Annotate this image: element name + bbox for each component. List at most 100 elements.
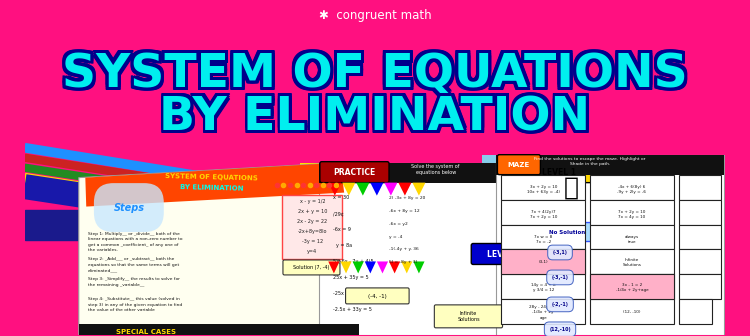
Polygon shape bbox=[300, 163, 604, 335]
Text: 7x + 2y = 10
7x = 4y = 10: 7x + 2y = 10 7x = 4y = 10 bbox=[618, 210, 646, 219]
Bar bbox=[679, 275, 721, 299]
Bar bbox=[590, 175, 674, 200]
Text: -2x+8y=8lo: -2x+8y=8lo bbox=[298, 229, 327, 234]
Bar bbox=[501, 200, 585, 224]
Text: BY ELIMINATION: BY ELIMINATION bbox=[161, 92, 592, 137]
Text: SYSTEM OF EQUATIONS: SYSTEM OF EQUATIONS bbox=[59, 52, 685, 97]
Bar bbox=[496, 155, 724, 175]
Text: SYSTEM OF EQUATIONS: SYSTEM OF EQUATIONS bbox=[64, 50, 690, 95]
Polygon shape bbox=[328, 261, 340, 274]
Text: No Solution: No Solution bbox=[550, 230, 586, 235]
Bar bbox=[679, 250, 721, 275]
Bar bbox=[79, 324, 359, 336]
Text: 🧁: 🧁 bbox=[564, 176, 579, 200]
Text: BY ELIMINATION: BY ELIMINATION bbox=[161, 93, 592, 138]
Text: SYSTEM OF EQUATIONS: SYSTEM OF EQUATIONS bbox=[60, 55, 686, 100]
Text: BY ELIMINATION: BY ELIMINATION bbox=[157, 92, 588, 137]
Text: y=4: y=4 bbox=[308, 249, 317, 254]
Text: BY ELIMINATION: BY ELIMINATION bbox=[161, 98, 592, 143]
Text: Step 3: _Simplify__ the results to solve for
the remaining _variable__: Step 3: _Simplify__ the results to solve… bbox=[88, 278, 180, 287]
Bar bbox=[590, 299, 674, 324]
Polygon shape bbox=[356, 183, 370, 196]
Text: Infinite
Solutions: Infinite Solutions bbox=[622, 258, 641, 267]
Text: 14y = 4 + 8
y 3/4 = 12: 14y = 4 + 8 y 3/4 = 12 bbox=[531, 283, 556, 292]
Text: always
true: always true bbox=[625, 235, 639, 244]
Text: /29¢: /29¢ bbox=[333, 211, 344, 216]
Text: x = 30: x = 30 bbox=[333, 195, 350, 200]
Polygon shape bbox=[384, 183, 398, 196]
Text: SPECIAL CASES: SPECIAL CASES bbox=[116, 329, 176, 335]
Text: MAZE: MAZE bbox=[508, 162, 530, 168]
Text: 5l = -8y + 3l: 5l = -8y + 3l bbox=[389, 260, 417, 264]
Text: (-2,-1): (-2,-1) bbox=[551, 302, 568, 307]
Text: -6x = 9: -6x = 9 bbox=[333, 227, 351, 232]
Text: BY ELIMINATION: BY ELIMINATION bbox=[162, 92, 593, 137]
Text: LEVEL 1: LEVEL 1 bbox=[542, 168, 576, 177]
Bar bbox=[590, 224, 674, 250]
Text: 2) -3x + 8y = 20: 2) -3x + 8y = 20 bbox=[389, 196, 425, 200]
Text: BY ELIMINATION: BY ELIMINATION bbox=[180, 184, 243, 192]
Text: Step 4: _Substitute__ this value (solved in
step 3) in any of the given equation: Step 4: _Substitute__ this value (solved… bbox=[88, 297, 182, 312]
Text: (12,-10): (12,-10) bbox=[549, 327, 571, 332]
Bar bbox=[501, 275, 585, 299]
Polygon shape bbox=[482, 155, 725, 335]
Polygon shape bbox=[79, 163, 361, 335]
FancyBboxPatch shape bbox=[471, 244, 536, 264]
Bar bbox=[590, 275, 674, 299]
Text: BY ELIMINATION: BY ELIMINATION bbox=[158, 97, 589, 142]
Polygon shape bbox=[281, 195, 342, 259]
Text: Solve the system of
equations below: Solve the system of equations below bbox=[412, 164, 460, 175]
Text: 7x w = 8
7x = -2: 7x w = 8 7x = -2 bbox=[534, 235, 553, 244]
Bar bbox=[679, 299, 712, 324]
Text: SYSTEM OF EQUATIONS: SYSTEM OF EQUATIONS bbox=[64, 49, 690, 94]
Text: 2x - 2y = 22: 2x - 2y = 22 bbox=[297, 219, 328, 224]
Bar bbox=[590, 200, 674, 224]
Text: SYSTEM OF EQUATIONS: SYSTEM OF EQUATIONS bbox=[59, 54, 685, 99]
Text: Step 2: _Add___ or _subtract__ both the
equations so that the same terms will ge: Step 2: _Add___ or _subtract__ both the … bbox=[88, 257, 179, 272]
FancyBboxPatch shape bbox=[535, 222, 599, 242]
Polygon shape bbox=[376, 261, 388, 274]
Text: SYSTEM OF EQUATIONS: SYSTEM OF EQUATIONS bbox=[60, 54, 686, 99]
Text: BY ELIMINATION: BY ELIMINATION bbox=[157, 95, 588, 140]
Text: BY ELIMINATION: BY ELIMINATION bbox=[162, 93, 593, 138]
Text: 7x + 4(2y)7
7x + 2y = 10: 7x + 4(2y)7 7x + 2y = 10 bbox=[530, 210, 557, 219]
Bar bbox=[590, 250, 674, 275]
Text: BY ELIMINATION: BY ELIMINATION bbox=[158, 93, 589, 138]
Text: -1(-4y + y. 36: -1(-4y + y. 36 bbox=[389, 248, 418, 251]
Text: 28y - 24y = 6
-1/4x + 2y
age: 28y - 24y = 6 -1/4x + 2y age bbox=[530, 305, 557, 320]
Text: -25x - 35y = -9: -25x - 35y = -9 bbox=[333, 291, 370, 296]
Text: LEVEL 2: LEVEL 2 bbox=[487, 250, 521, 259]
Bar bbox=[319, 163, 608, 183]
Text: (3,1): (3,1) bbox=[538, 260, 548, 264]
Text: -3y = 12: -3y = 12 bbox=[302, 239, 323, 244]
Text: SYSTEM OF EQUATIONS: SYSTEM OF EQUATIONS bbox=[65, 52, 691, 97]
Text: -2.5x + 33y = 5: -2.5x + 33y = 5 bbox=[333, 307, 372, 312]
Text: BY ELIMINATION: BY ELIMINATION bbox=[158, 95, 589, 140]
Text: 📌: 📌 bbox=[530, 248, 538, 261]
FancyBboxPatch shape bbox=[346, 288, 409, 304]
Text: BY ELIMINATION: BY ELIMINATION bbox=[161, 97, 592, 142]
Polygon shape bbox=[86, 163, 344, 207]
Polygon shape bbox=[352, 261, 364, 274]
Text: BY ELIMINATION: BY ELIMINATION bbox=[157, 98, 588, 143]
Text: SYSTEM OF EQUATIONS: SYSTEM OF EQUATIONS bbox=[59, 49, 685, 94]
Polygon shape bbox=[413, 183, 425, 196]
Polygon shape bbox=[319, 163, 608, 335]
Text: SYSTEM OF EQUATIONS: SYSTEM OF EQUATIONS bbox=[59, 50, 685, 95]
Text: SYSTEM OF EQUATIONS: SYSTEM OF EQUATIONS bbox=[59, 55, 685, 100]
Text: (-3,-1): (-3,-1) bbox=[551, 275, 568, 280]
Text: SYSTEM OF EQUATIONS: SYSTEM OF EQUATIONS bbox=[62, 49, 688, 94]
Text: SYSTEM OF EQUATIONS: SYSTEM OF EQUATIONS bbox=[64, 54, 690, 99]
Text: BY ELIMINATION: BY ELIMINATION bbox=[158, 92, 589, 137]
Bar bbox=[679, 175, 721, 200]
Text: -6x = y2: -6x = y2 bbox=[389, 221, 408, 225]
Bar bbox=[501, 299, 585, 324]
Text: SYSTEM OF EQUATIONS: SYSTEM OF EQUATIONS bbox=[65, 50, 691, 95]
Text: 5)(-6x - 7y + 4)5: 5)(-6x - 7y + 4)5 bbox=[333, 259, 374, 264]
Text: BY ELIMINATION: BY ELIMINATION bbox=[161, 95, 592, 140]
Text: SYSTEM OF EQUATIONS: SYSTEM OF EQUATIONS bbox=[64, 52, 690, 97]
Polygon shape bbox=[401, 261, 412, 274]
Text: SYSTEM OF EQUATIONS: SYSTEM OF EQUATIONS bbox=[60, 49, 686, 94]
Text: BY ELIMINATION: BY ELIMINATION bbox=[160, 98, 590, 143]
Text: y = 8a: y = 8a bbox=[333, 243, 352, 248]
